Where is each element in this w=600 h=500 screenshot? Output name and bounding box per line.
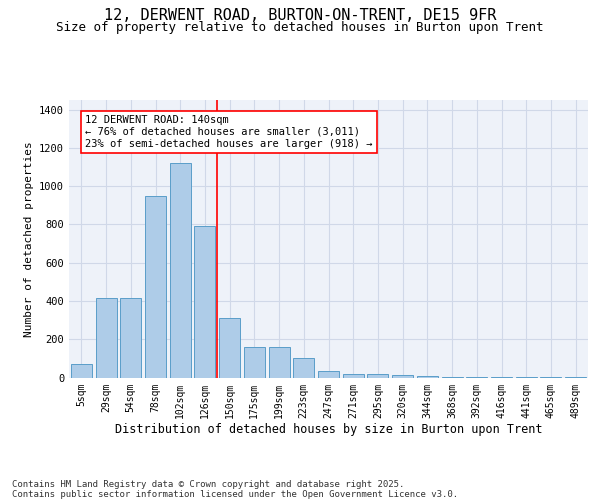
Bar	[343, 374, 364, 378]
Bar	[318, 371, 339, 378]
Bar	[293, 358, 314, 378]
Bar	[71, 364, 92, 378]
Bar	[367, 374, 388, 378]
Text: 12, DERWENT ROAD, BURTON-ON-TRENT, DE15 9FR: 12, DERWENT ROAD, BURTON-ON-TRENT, DE15 …	[104, 8, 496, 22]
Bar	[417, 376, 438, 378]
Text: Contains HM Land Registry data © Crown copyright and database right 2025.
Contai: Contains HM Land Registry data © Crown c…	[12, 480, 458, 499]
Bar	[491, 377, 512, 378]
Bar	[170, 163, 191, 378]
Bar	[442, 377, 463, 378]
Bar	[95, 298, 116, 378]
Bar	[392, 374, 413, 378]
Bar	[120, 298, 141, 378]
Text: 12 DERWENT ROAD: 140sqm
← 76% of detached houses are smaller (3,011)
23% of semi: 12 DERWENT ROAD: 140sqm ← 76% of detache…	[85, 116, 373, 148]
Text: Size of property relative to detached houses in Burton upon Trent: Size of property relative to detached ho…	[56, 21, 544, 34]
Text: Distribution of detached houses by size in Burton upon Trent: Distribution of detached houses by size …	[115, 422, 542, 436]
Bar	[194, 226, 215, 378]
Bar	[541, 377, 562, 378]
Bar	[466, 377, 487, 378]
Bar	[244, 347, 265, 378]
Bar	[269, 347, 290, 378]
Y-axis label: Number of detached properties: Number of detached properties	[23, 141, 34, 336]
Bar	[565, 377, 586, 378]
Bar	[219, 318, 240, 378]
Bar	[516, 377, 537, 378]
Bar	[145, 196, 166, 378]
